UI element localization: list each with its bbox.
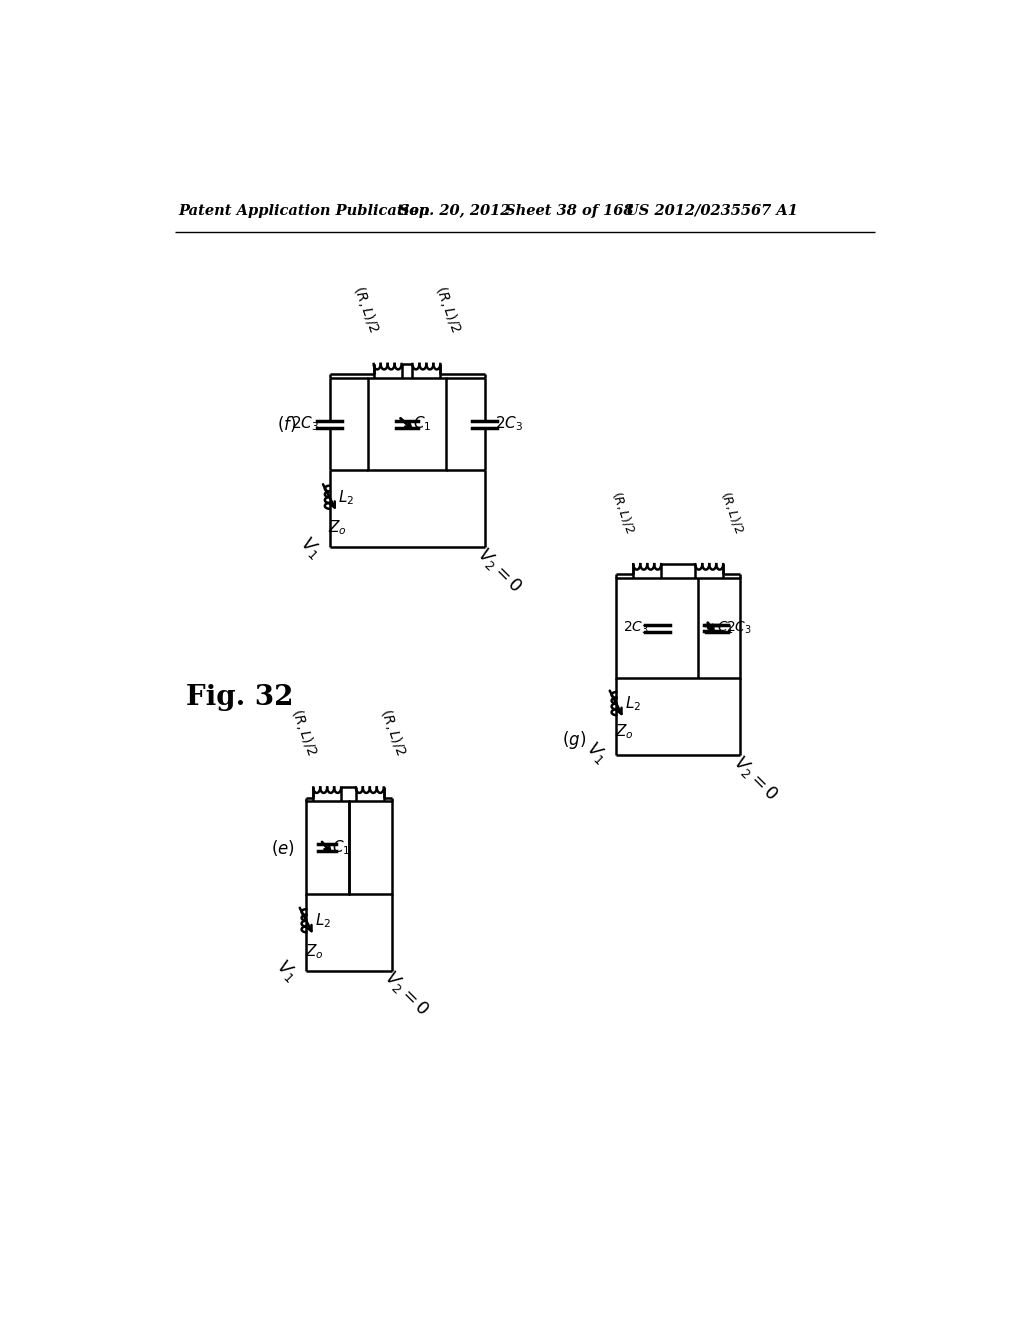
Text: $Z_o$: $Z_o$ xyxy=(614,723,634,742)
Text: Sheet 38 of 168: Sheet 38 of 168 xyxy=(506,203,634,218)
Text: Sep. 20, 2012: Sep. 20, 2012 xyxy=(399,203,511,218)
Text: $L_2$: $L_2$ xyxy=(339,488,354,507)
Text: Fig. 32: Fig. 32 xyxy=(186,684,294,711)
Text: $(R,L)/2$: $(R,L)/2$ xyxy=(432,282,465,334)
Text: $Z_o$: $Z_o$ xyxy=(304,942,324,961)
Bar xyxy=(616,578,740,678)
Bar xyxy=(306,801,349,894)
Text: US 2012/0235567 A1: US 2012/0235567 A1 xyxy=(627,203,798,218)
Text: $2C_3$: $2C_3$ xyxy=(623,620,648,636)
Text: $(R,L)/2$: $(R,L)/2$ xyxy=(609,490,639,536)
Bar xyxy=(349,801,391,894)
Text: $V_1$: $V_1$ xyxy=(272,956,301,985)
Text: $(R,L)/2$: $(R,L)/2$ xyxy=(718,490,748,536)
Text: Patent Application Publication: Patent Application Publication xyxy=(178,203,430,218)
Bar xyxy=(369,378,445,470)
Text: $(R,L)/2$: $(R,L)/2$ xyxy=(288,706,321,758)
Text: $(g)$: $(g)$ xyxy=(561,729,586,751)
Text: $V_1$: $V_1$ xyxy=(296,533,325,562)
Text: $2C_3$: $2C_3$ xyxy=(291,414,318,433)
Text: $(R,L)/2$: $(R,L)/2$ xyxy=(377,706,410,758)
Text: $L_2$: $L_2$ xyxy=(626,694,641,713)
Text: $V_2 = 0$: $V_2 = 0$ xyxy=(473,544,526,597)
Text: $V_2 = 0$: $V_2 = 0$ xyxy=(381,968,433,1020)
Text: $(f)$: $(f)$ xyxy=(278,414,297,434)
Text: $(e)$: $(e)$ xyxy=(271,838,295,858)
Text: $V_2 = 0$: $V_2 = 0$ xyxy=(729,751,782,805)
Text: $L_2$: $L_2$ xyxy=(315,911,332,931)
Text: $C_1$: $C_1$ xyxy=(332,838,350,857)
Text: $C_1$: $C_1$ xyxy=(414,414,432,433)
Text: $V_1$: $V_1$ xyxy=(583,738,611,767)
Text: $2C_3$: $2C_3$ xyxy=(726,620,752,636)
Text: $2C_3$: $2C_3$ xyxy=(496,414,523,433)
Text: $(R,L)/2$: $(R,L)/2$ xyxy=(349,282,382,334)
Text: $Z_o$: $Z_o$ xyxy=(328,519,347,537)
Text: $C_1$: $C_1$ xyxy=(717,620,734,636)
